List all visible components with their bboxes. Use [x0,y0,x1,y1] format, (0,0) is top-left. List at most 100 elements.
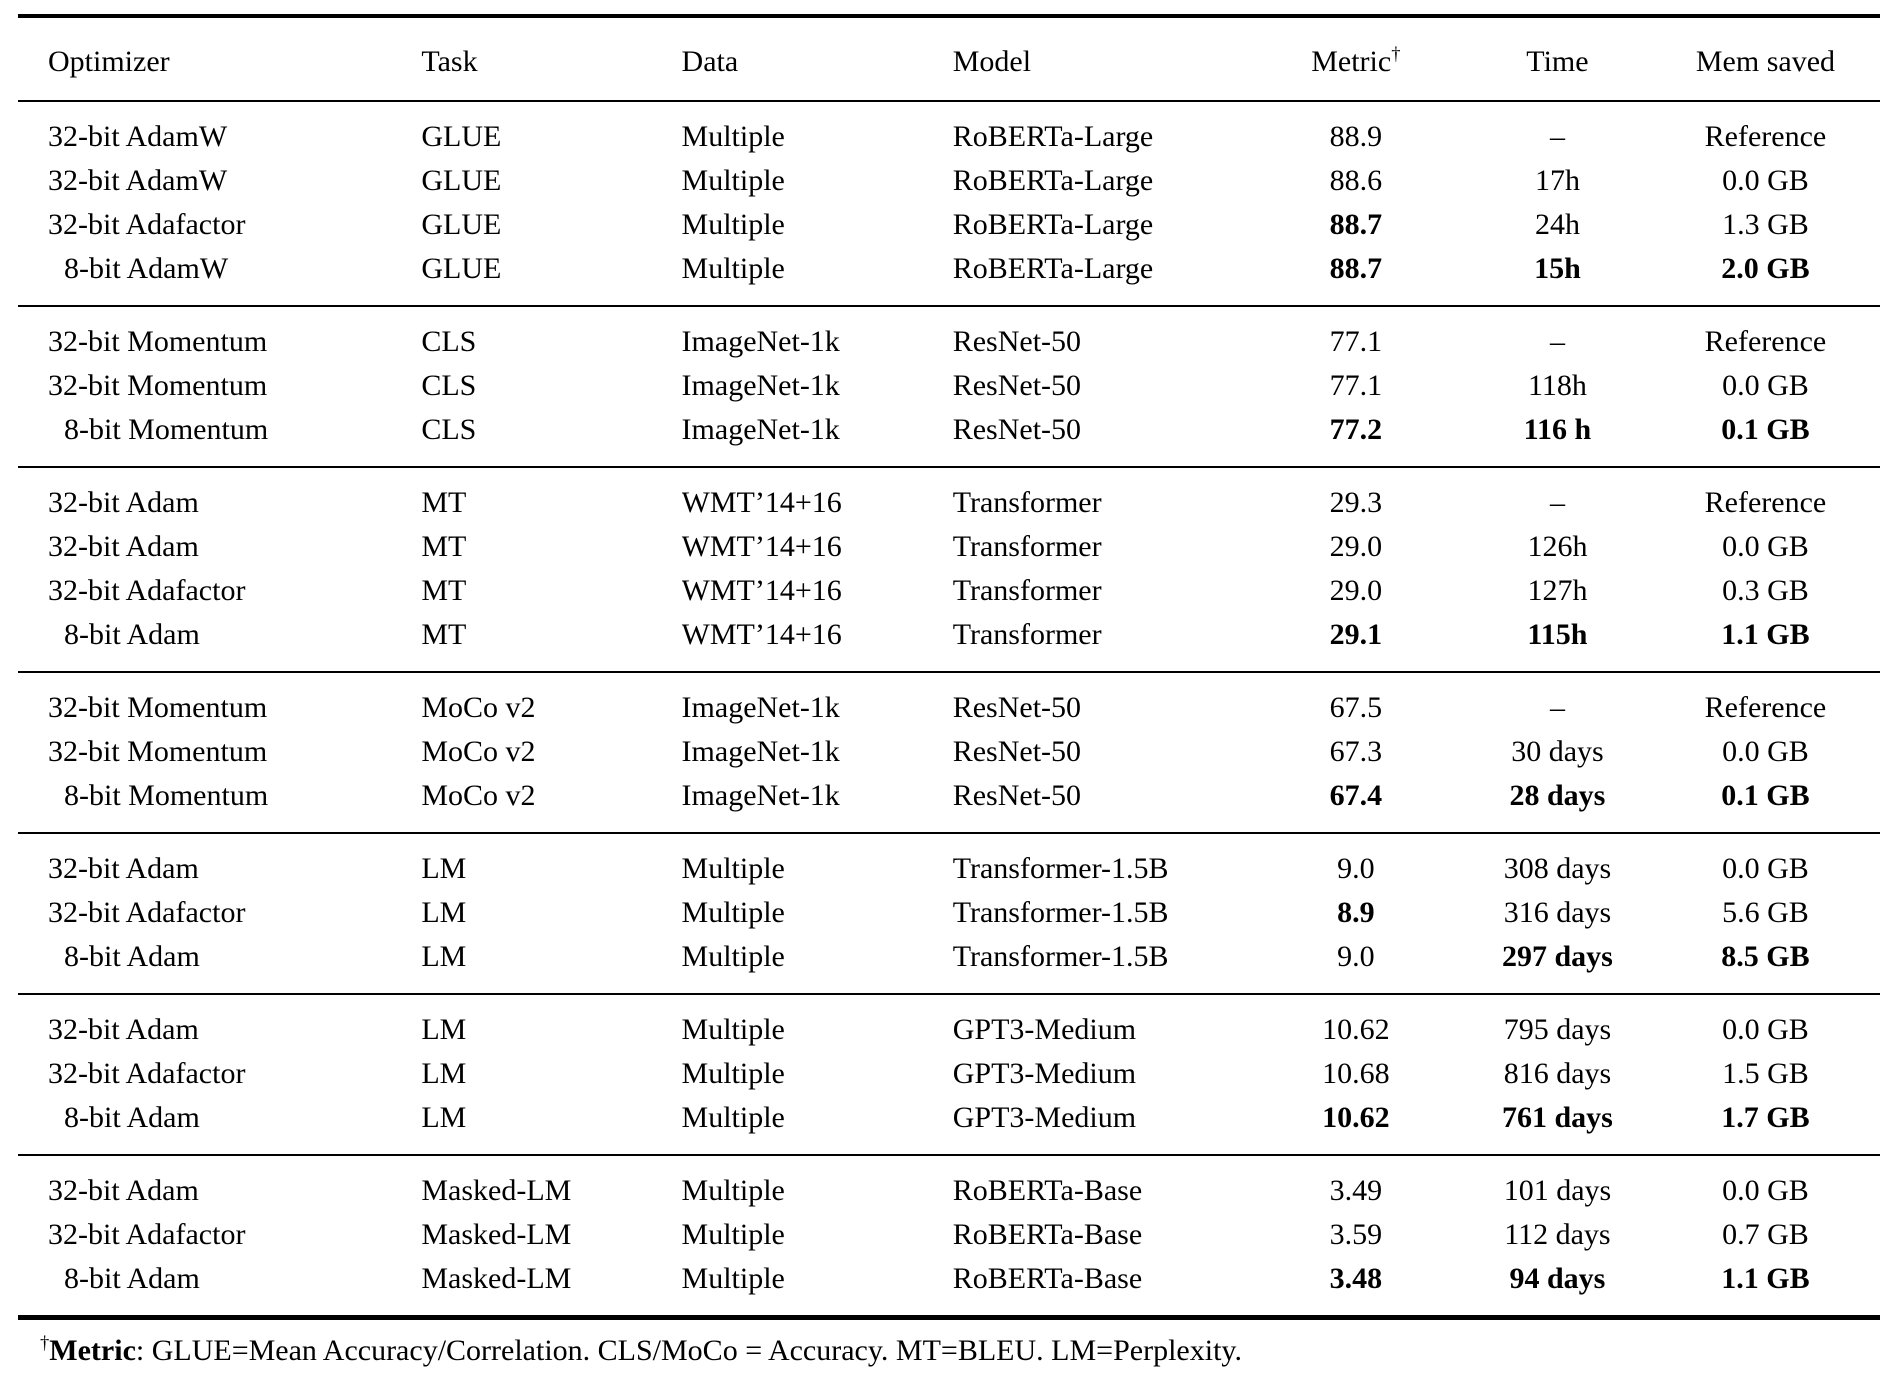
cell-time: 30 days [1511,735,1604,768]
cell-model: GPT3-Medium [952,1096,1248,1156]
column-header-task: Task [421,16,682,102]
cell-model: ResNet-50 [952,691,1082,724]
cell-optimizer: 32-bit Adam [48,852,199,885]
cell-time: – [1549,486,1565,519]
cell-time: – [1549,325,1565,358]
cell-time: 24h [1534,208,1580,241]
cell-model: ResNet-50 [952,369,1082,402]
table-row: 32-bit Adafactor LM Multiple Transformer-1.… [18,891,1880,935]
cell-model: RoBERTa-Base [952,1262,1143,1295]
cell-mem: 0.0 GB [1722,1013,1809,1046]
table-row: 32-bit Adam MT WMT’14+16 Transformer 29.0 126… [18,525,1880,569]
cell-mem: Reference [1704,486,1827,519]
cell-mem: 1.5 GB [1722,1057,1809,1090]
cell-metric: 29.3 [1329,486,1383,519]
header-row: Optimizer Task Data Model Metric† Time Mem sav… [18,16,1880,102]
cell-mem: 1.1 GB [1721,1262,1810,1295]
cell-model: RoBERTa-Large [952,247,1248,307]
cell-optimizer: 32-bit Adafactor [48,1057,246,1090]
cell-data: Multiple [681,935,953,995]
cell-mem: 1.7 GB [1650,1096,1880,1156]
cell-task: Masked-LM [421,1174,572,1207]
cell-metric: 88.7 [1329,208,1383,241]
table-row: 8-bit Adam MT WMT’14+16 Transformer 29.1 115h… [18,613,1880,673]
cell-model: Transformer [952,530,1102,563]
cell-time: 28 days [1463,774,1651,834]
cell-optimizer: 8-bit Adam [18,613,422,673]
cell-optimizer: 32-bit Adafactor [48,1218,246,1251]
table-row: 32-bit Adafactor Masked-LM Multiple RoBERTa… [18,1213,1880,1257]
cell-task: LM [421,1057,467,1090]
cell-optimizer: 32-bit Momentum [48,325,268,358]
cell-data: Multiple [681,1174,785,1207]
cell-time: – [1549,120,1565,153]
cell-metric: 10.68 [1322,1057,1390,1090]
cell-mem: 8.5 GB [1650,935,1880,995]
table-row: 8-bit Momentum MoCo v2 ImageNet-1k ResNet-5… [18,774,1880,834]
cell-time: 15h [1463,247,1651,307]
cell-model: ResNet-50 [952,774,1248,834]
results-table: Optimizer Task Data Model Metric† Time Mem sav… [18,14,1880,1320]
cell-task: CLS [421,325,477,358]
table-row: 32-bit Adafactor GLUE Multiple RoBERTa-Larg… [18,203,1880,247]
cell-mem: 0.0 GB [1722,852,1809,885]
cell-time: 316 days [1503,896,1612,929]
cell-optimizer: 32-bit Momentum [48,691,268,724]
cell-data: ImageNet-1k [681,774,953,834]
cell-time: 761 days [1463,1096,1651,1156]
cell-model: GPT3-Medium [952,1057,1137,1090]
cell-data: Multiple [681,1013,785,1046]
table-row: 32-bit Adam LM Multiple Transformer-1.5B 9.0… [18,833,1880,891]
table-row: 32-bit AdamW GLUE Multiple RoBERTa-Large 88.… [18,101,1880,159]
cell-optimizer: 8-bit Momentum [18,774,422,834]
cell-task: MT [421,486,467,519]
table-header: Optimizer Task Data Model Metric† Time Mem sav… [18,16,1880,102]
cell-time: – [1549,691,1565,724]
cell-optimizer: 8-bit Momentum [18,408,422,468]
cell-metric: 77.1 [1329,325,1383,358]
table-row: 32-bit Adam MT WMT’14+16 Transformer 29.3 – Re… [18,467,1880,525]
cell-metric: 88.6 [1329,164,1383,197]
table-footnote: †Metric: GLUE=Mean Accuracy/Correlation.… [40,1329,1880,1373]
cell-data: Multiple [681,852,785,885]
table-row: 32-bit Adam Masked-LM Multiple RoBERTa-Base… [18,1155,1880,1213]
cell-data: Multiple [681,208,785,241]
cell-task: LM [421,935,682,995]
cell-model: RoBERTa-Large [952,208,1154,241]
cell-task: CLS [421,408,682,468]
cell-optimizer: 32-bit Adafactor [48,208,246,241]
cell-time: 308 days [1503,852,1612,885]
cell-metric: 9.0 [1337,852,1375,885]
cell-optimizer: 32-bit AdamW [48,120,228,153]
cell-model: ResNet-50 [952,325,1082,358]
cell-task: MT [421,613,682,673]
cell-model: GPT3-Medium [952,1013,1137,1046]
cell-mem: 0.3 GB [1722,574,1809,607]
table-row: 32-bit Momentum MoCo v2 ImageNet-1k ResNet-… [18,672,1880,730]
cell-data: ImageNet-1k [681,735,840,768]
table-row: 8-bit AdamW GLUE Multiple RoBERTa-Large 88.7… [18,247,1880,307]
cell-metric: 10.62 [1247,1096,1464,1156]
cell-time: 101 days [1503,1174,1612,1207]
cell-metric: 29.1 [1247,613,1464,673]
cell-model: Transformer [952,613,1248,673]
cell-model: ResNet-50 [952,735,1082,768]
table-row: 32-bit Adafactor MT WMT’14+16 Transformer 29… [18,569,1880,613]
cell-mem: 0.1 GB [1650,408,1880,468]
table-row: 32-bit Momentum MoCo v2 ImageNet-1k ResNet-… [18,730,1880,774]
cell-time: 17h [1534,164,1580,197]
table-row: 32-bit Momentum CLS ImageNet-1k ResNet-50 77… [18,364,1880,408]
cell-optimizer: 32-bit AdamW [48,164,228,197]
cell-time: 118h [1527,369,1587,402]
cell-data: ImageNet-1k [681,408,953,468]
cell-metric: 10.62 [1322,1013,1390,1046]
cell-task: MT [421,574,467,607]
cell-metric: 3.59 [1329,1218,1383,1251]
table-row: 8-bit Adam LM Multiple GPT3-Medium 10.62 761 … [18,1096,1880,1156]
cell-optimizer: 32-bit Adam [48,530,199,563]
cell-time: 795 days [1503,1013,1612,1046]
cell-task: LM [421,852,467,885]
cell-data: WMT’14+16 [681,530,842,563]
table-row: 8-bit Adam LM Multiple Transformer-1.5B 9.0 2… [18,935,1880,995]
